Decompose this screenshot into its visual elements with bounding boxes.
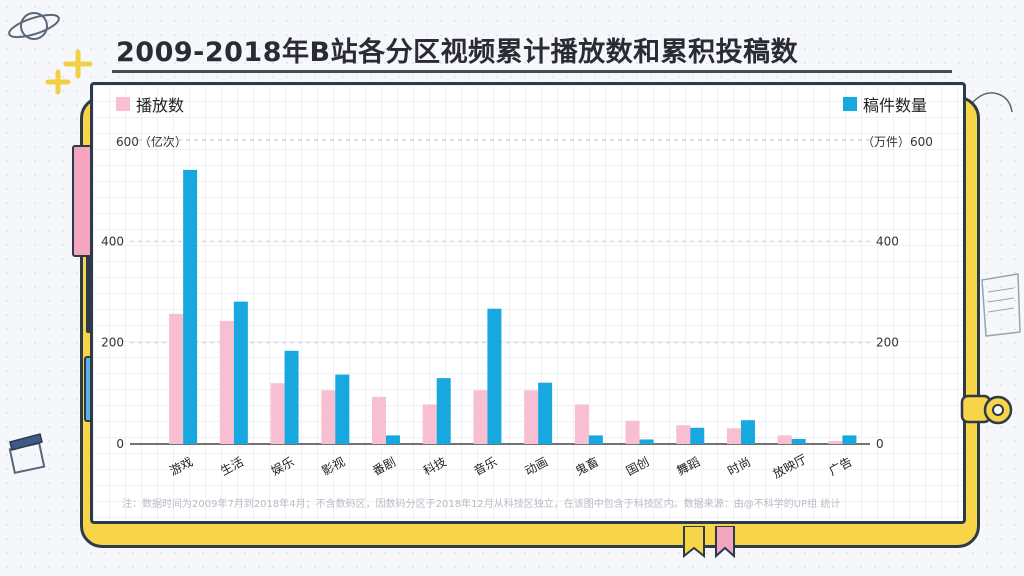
bar-play [625, 420, 640, 444]
category-label: 生活 [218, 455, 246, 479]
bar-submission [639, 439, 654, 444]
category-label: 鬼畜 [573, 454, 601, 479]
right-tick-label: 0 [876, 437, 884, 451]
bar-play [219, 320, 234, 444]
category-label: 放映厅 [770, 451, 809, 481]
legend-submission-label: 稿件数量 [863, 96, 928, 115]
bar-play [777, 435, 792, 444]
bar-play [726, 428, 741, 444]
category-label: 娱乐 [269, 455, 297, 479]
bar-submission [842, 435, 857, 444]
bar-submission [385, 435, 400, 444]
bar-play [473, 390, 488, 444]
left-axis-unit: 600（亿次） [116, 135, 187, 149]
planet-doodle-icon [8, 12, 60, 40]
legend-submission: 稿件数量 [843, 92, 927, 116]
bar-submission [588, 435, 603, 444]
binder-clip-icon [960, 394, 1013, 425]
right-tick-label: 200 [876, 336, 899, 350]
bar-submission [284, 350, 299, 444]
right-tick-label: 400 [876, 234, 899, 248]
bar-submission [436, 378, 451, 444]
category-label: 科技 [421, 455, 449, 479]
category-label: 动画 [522, 455, 550, 479]
bar-submission [740, 420, 755, 444]
page-title: 2009-2018年B站各分区视频累计播放数和累积投稿数 [116, 37, 799, 68]
bar-submission [538, 382, 553, 444]
left-tick-label: 200 [101, 336, 124, 350]
legend-play-label: 播放数 [136, 96, 185, 115]
category-label: 番剧 [370, 455, 398, 479]
clapperboard-doodle-icon [8, 433, 46, 475]
legend-play: 播放数 [116, 92, 184, 116]
legend-play-swatch [116, 97, 130, 111]
bar-submission [335, 374, 350, 444]
bar-play [828, 440, 843, 444]
left-tick-label: 400 [101, 234, 124, 248]
bar-submission [183, 169, 198, 444]
title-underline [112, 70, 952, 73]
bar-submission [690, 427, 705, 444]
bookmark-ribbons-icon [683, 526, 735, 559]
bar-submission [791, 438, 806, 444]
category-label: 舞蹈 [675, 455, 703, 479]
category-label: 影视 [319, 454, 347, 479]
bar-play [321, 390, 336, 444]
bar-play [371, 396, 386, 444]
category-label: 广告 [827, 455, 855, 479]
legend-submission-swatch [843, 97, 857, 111]
bar-play [676, 425, 691, 444]
category-label: 游戏 [167, 455, 195, 479]
category-label: 时尚 [725, 455, 753, 479]
bar-play [270, 383, 285, 444]
paper-doodle-icon [981, 273, 1021, 337]
right-axis-unit: （万件）600 [862, 135, 933, 149]
bar-play [574, 404, 589, 444]
bar-chart: 0 200 400 0 200 400 游戏 生活 娱乐 影视 番剧 科技 音乐 动画 鬼畜 国创 舞蹈 时尚 放映… [101, 139, 899, 481]
category-label: 国创 [624, 455, 652, 479]
bar-submission [233, 301, 248, 444]
bar-play [422, 404, 437, 444]
category-label: 音乐 [471, 454, 499, 479]
footnote: 注：数据时间为2009年7月到2018年4月；不含数码区，因数码分区于2018年… [122, 499, 841, 510]
left-tick-label: 0 [116, 437, 124, 451]
bar-submission [487, 308, 502, 444]
bar-play [169, 313, 184, 444]
sparkle-plus-icon [45, 49, 93, 95]
bar-play [524, 390, 539, 444]
